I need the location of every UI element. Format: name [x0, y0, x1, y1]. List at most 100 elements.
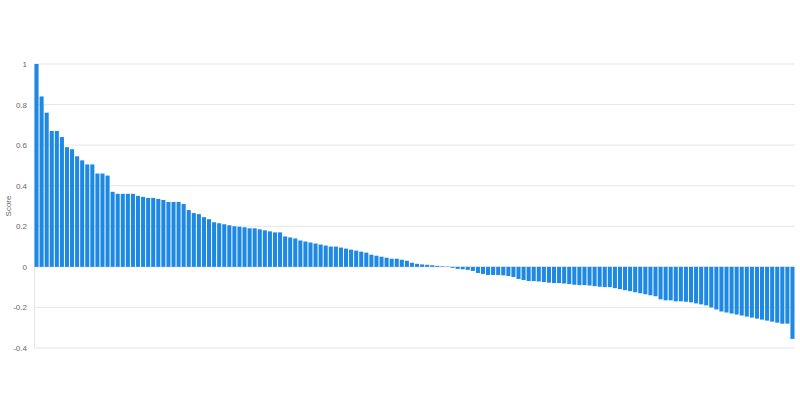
bar	[674, 267, 678, 301]
bar	[126, 194, 130, 267]
bar	[415, 264, 419, 267]
bar	[638, 267, 642, 293]
grid-line	[34, 145, 795, 146]
bar	[319, 245, 323, 267]
bar	[780, 267, 784, 324]
bar	[506, 267, 510, 276]
bar	[65, 147, 69, 267]
bar	[349, 250, 353, 267]
y-tick-label: 0.2	[16, 222, 28, 231]
bar	[202, 217, 206, 267]
bar	[760, 267, 764, 320]
y-tick: 0	[23, 263, 34, 272]
bar	[547, 267, 551, 283]
bar	[90, 164, 94, 266]
bar	[288, 237, 292, 266]
bar	[704, 267, 708, 306]
bar	[572, 267, 576, 285]
y-tick-label: 1	[23, 60, 28, 69]
bar	[364, 253, 368, 267]
bar	[527, 267, 531, 281]
bar	[182, 204, 186, 267]
bar	[45, 113, 49, 267]
bar	[410, 263, 414, 267]
bar	[648, 267, 652, 295]
bar	[785, 267, 789, 324]
bar	[466, 267, 470, 270]
bar	[395, 259, 399, 267]
bar	[232, 226, 236, 267]
bar	[664, 267, 668, 300]
bar	[80, 160, 84, 267]
bar	[451, 267, 455, 268]
bar	[369, 255, 373, 267]
bar	[197, 214, 201, 267]
bar	[511, 267, 515, 277]
y-axis: -0.4-0.200.20.40.60.81	[13, 60, 34, 353]
y-tick-label: 0.8	[16, 101, 28, 110]
bar	[537, 267, 541, 282]
bar	[679, 267, 683, 301]
grid-line	[34, 348, 795, 349]
y-tick: 1	[23, 60, 34, 69]
chart: -0.4-0.200.20.40.60.81Score	[0, 0, 800, 401]
bar	[207, 219, 211, 267]
y-tick-label: -0.2	[13, 303, 27, 312]
grid-line	[34, 307, 795, 308]
bar	[55, 131, 59, 267]
bar	[298, 240, 302, 266]
bar	[116, 194, 120, 267]
bar	[618, 267, 622, 289]
grid-line	[34, 64, 795, 65]
bar	[293, 238, 297, 266]
bar	[750, 267, 754, 318]
bar	[177, 202, 181, 267]
bar	[719, 267, 723, 312]
y-axis-title: Score	[4, 195, 13, 216]
bar	[354, 251, 358, 267]
bar	[283, 236, 287, 266]
bar	[593, 267, 597, 286]
bar	[425, 265, 429, 267]
bar	[567, 267, 571, 284]
grid-line	[34, 185, 795, 186]
bar	[106, 176, 110, 267]
bar	[516, 267, 520, 279]
bar	[121, 194, 125, 267]
y-tick: -0.2	[13, 303, 34, 312]
bar	[405, 261, 409, 267]
bar	[227, 225, 231, 267]
bar	[790, 267, 794, 339]
bar	[775, 267, 779, 323]
bar	[156, 199, 160, 267]
bar	[273, 232, 277, 266]
bar	[248, 228, 252, 267]
bar	[659, 267, 663, 299]
bar	[100, 174, 104, 267]
bar	[724, 267, 728, 313]
bar	[151, 198, 155, 267]
bar	[268, 231, 272, 267]
bar	[633, 267, 637, 292]
bar	[420, 264, 424, 266]
bar	[770, 267, 774, 322]
bar	[136, 196, 140, 267]
bar	[141, 197, 145, 267]
bar	[496, 267, 500, 275]
y-tick: 0.8	[16, 101, 34, 110]
bar	[171, 202, 175, 267]
bar	[689, 267, 693, 303]
bar	[699, 267, 703, 305]
bar	[694, 267, 698, 304]
bar	[237, 227, 241, 267]
bar	[329, 247, 333, 267]
bar	[192, 213, 196, 267]
bar	[735, 267, 739, 315]
bar	[445, 266, 449, 267]
bar	[212, 222, 216, 267]
bar	[243, 227, 247, 267]
grid-line	[34, 104, 795, 105]
bar	[486, 267, 490, 275]
bar	[379, 257, 383, 267]
bar	[374, 256, 378, 267]
